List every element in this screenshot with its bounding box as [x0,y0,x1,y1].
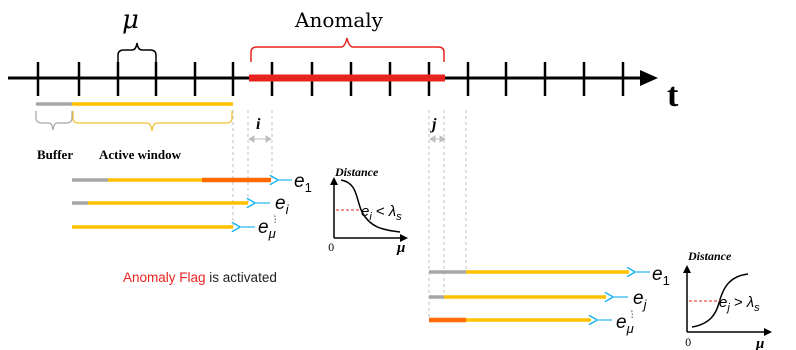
active-window-brace [72,111,233,132]
left-plot-relation: ei < λs [361,203,402,223]
buffer-brace [35,111,73,131]
right-plot-ylabel: Distance [687,249,732,263]
left-arrows [239,180,292,227]
right-distance-plot: Distance 0 μ ej > λs [683,249,772,350]
time-axis-label: t [667,77,679,114]
left-plot-xlabel: μ [396,240,405,256]
left-windows [72,177,271,229]
timeline [8,62,658,96]
buffer-label: Buffer [37,147,73,162]
timeline-arrow-head [640,70,658,86]
right-error-ej: ej [633,288,648,312]
right-plot-xlabel: μ [755,336,764,350]
mu-label: μ [122,5,139,35]
right-plot-curve [691,273,749,328]
left-plot-curve [340,179,401,233]
right-plot-origin: 0 [685,338,691,349]
right-plot-relation: ej > λs [719,294,760,314]
left-ellipsis-dots [273,213,276,224]
left-error-emu: eμ [258,217,276,241]
j-span-arrow [429,135,446,143]
right-arrows [596,272,650,320]
right-error-emu: eμ [616,312,634,336]
anomaly-brace [250,37,445,62]
right-ellipsis-dots [630,308,633,319]
left-distance-plot: Distance 0 μ ei < λs [328,165,408,256]
i-label: i [256,116,261,133]
anomaly-flag-highlight: Anomaly Flag [123,270,206,285]
anomaly-flag-rest: is activated [205,270,277,285]
anomaly-label: Anomaly [294,8,384,32]
left-plot-origin: 0 [328,243,334,254]
left-error-e1: e1 [294,171,312,195]
guide-lines [232,110,467,320]
j-label: j [429,116,437,133]
anomaly-flag-message: Anomaly Flag is activated [123,270,277,285]
mu-brace [117,42,157,63]
right-error-e1: e1 [652,264,670,288]
active-window-label: Active window [99,147,182,162]
left-error-ei: ei [275,193,290,217]
left-plot-ylabel: Distance [334,165,379,179]
i-span-arrow [248,135,272,143]
right-windows [429,270,629,323]
